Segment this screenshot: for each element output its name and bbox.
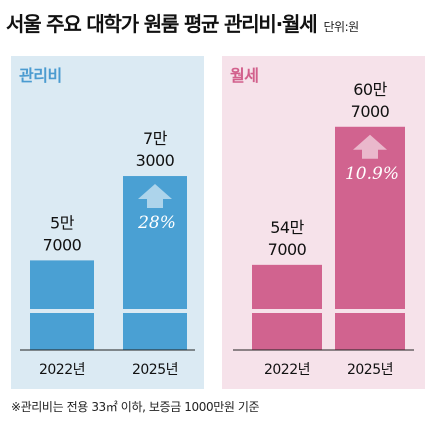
rent-value-label-1-line2: 7000 (351, 102, 390, 121)
title-row: 서울 주요 대학가 원룸 평균 관리비·월세 단위:원 (6, 8, 430, 38)
rent-bar-break-0 (251, 309, 323, 313)
maintenance-change-label: 28% (137, 213, 176, 233)
rent-value-label-0-line2: 7000 (268, 240, 307, 259)
maintenance-value-label-0-line1: 5만 (50, 213, 75, 232)
maintenance-category-label-0: 2022년 (39, 362, 85, 378)
maintenance-bar-break-1 (122, 309, 188, 313)
maintenance-category-label-1: 2025년 (132, 362, 178, 378)
rent-up-arrow-icon (353, 134, 387, 159)
footnote: ※관리비는 전용 33㎡ 이하, 보증금 1000만원 기준 (11, 400, 260, 414)
maintenance-value-label-1-line1: 7만 (143, 129, 168, 148)
rent-category-label-1: 2025년 (347, 362, 393, 378)
rent-change-label: 10.9% (345, 164, 399, 184)
maintenance-bar-break-0 (29, 309, 95, 313)
rent-category-label-0: 2022년 (264, 362, 310, 378)
rent-value-label-0-line1: 54만 (270, 218, 304, 237)
rent-bar-1 (335, 126, 405, 350)
rent-label: 월세 (230, 66, 259, 85)
maintenance-up-arrow-icon (138, 184, 172, 209)
maintenance-value-label-0-line2: 7000 (43, 235, 82, 254)
rent-value-label-1-line1: 60만 (353, 80, 387, 99)
maintenance-fee-label: 관리비 (19, 66, 62, 85)
unit-label: 단위:원 (323, 20, 360, 34)
maintenance-bar-0 (30, 260, 94, 350)
maintenance-value-label-1-line2: 3000 (136, 151, 175, 170)
rent-bar-0 (252, 264, 322, 350)
rent-bar-break-1 (334, 309, 406, 313)
chart-title: 서울 주요 대학가 원룸 평균 관리비·월세 (6, 12, 318, 36)
